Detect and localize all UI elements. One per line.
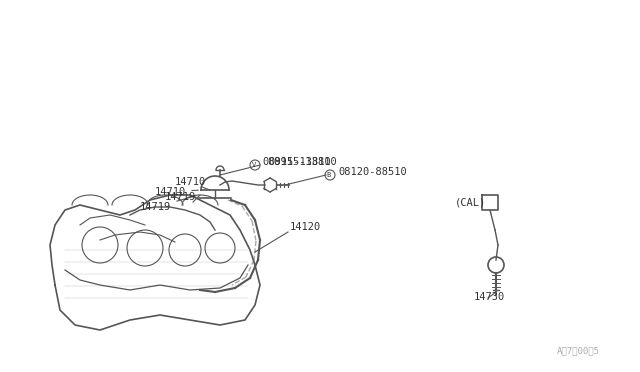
Text: 14120: 14120 bbox=[290, 222, 321, 232]
Text: A・7）00・5: A・7）00・5 bbox=[557, 346, 600, 355]
Text: 14719: 14719 bbox=[165, 192, 196, 202]
Text: (CAL): (CAL) bbox=[455, 197, 486, 207]
Text: B: B bbox=[327, 172, 331, 178]
Text: 08915-13810: 08915-13810 bbox=[268, 157, 337, 167]
Text: 14730: 14730 bbox=[474, 292, 505, 302]
Text: 14719: 14719 bbox=[140, 196, 196, 212]
Text: 08120-88510: 08120-88510 bbox=[338, 167, 407, 177]
Text: 14710: 14710 bbox=[155, 187, 198, 197]
Text: 08915-13810: 08915-13810 bbox=[262, 157, 331, 167]
Text: V: V bbox=[252, 162, 256, 168]
Text: 14710: 14710 bbox=[175, 177, 206, 187]
